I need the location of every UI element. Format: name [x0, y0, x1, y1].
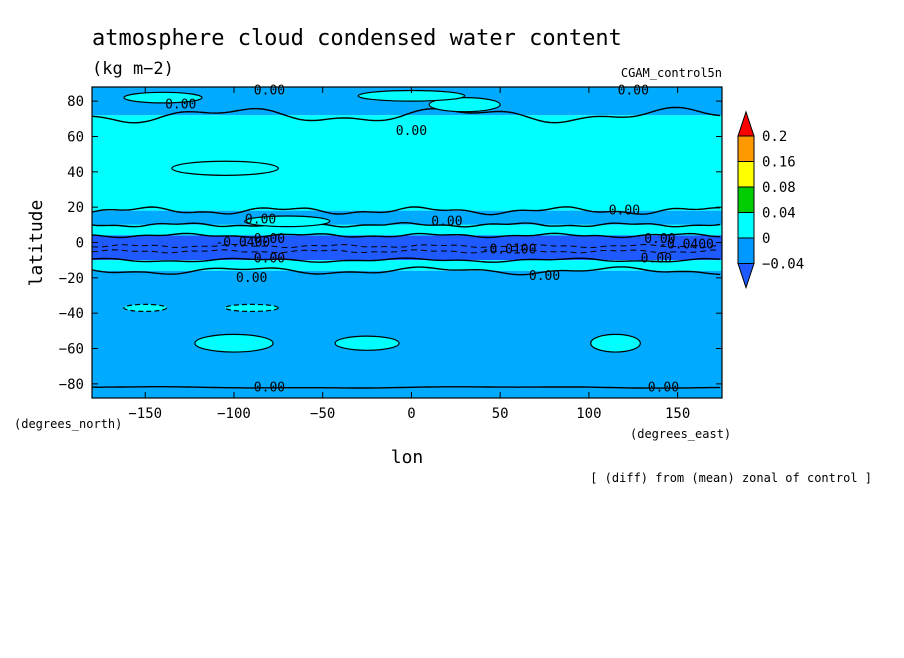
contour-dashed-0 — [91, 243, 721, 249]
contour-line-2 — [91, 221, 721, 228]
colorbar-segment-5 — [737, 237, 755, 264]
contour-label-13: 0.00 — [529, 269, 560, 284]
colorbar-label-3: 0.04 — [762, 206, 796, 222]
footer-note: [ (diff) from (mean) zonal of control ] — [590, 471, 872, 485]
contour-label-2: 0.00 — [396, 124, 427, 139]
y-tick-label-7: −60 — [59, 342, 84, 358]
contour-patch-3 — [590, 333, 641, 353]
colorbar-label-4: 0 — [762, 231, 770, 247]
colorbar-segment-3 — [737, 186, 755, 213]
colorbar-bottom-arrow — [737, 263, 755, 290]
y-tick-label-6: −40 — [59, 306, 84, 322]
x-units-label: (degrees_east) — [630, 427, 731, 441]
y-axis-ticks: 80 60 40 20 0 −20 −40 −60 −80 — [59, 94, 722, 393]
contour-label-12: 0.00 — [236, 271, 267, 286]
x-axis-ticks: −150 −100 −50 0 50 100 150 — [128, 87, 690, 422]
contour-line-3 — [91, 232, 721, 239]
y-tick-label-3: 20 — [67, 200, 84, 216]
x-tick-label-0: −150 — [128, 406, 162, 422]
x-tick-label-4: 50 — [492, 406, 509, 422]
contour-label-5: 0.00 — [609, 204, 640, 219]
contour-label-9: -0.0100 — [482, 243, 537, 258]
contour-label-14: 0.00 — [254, 380, 285, 395]
x-tick-label-2: −50 — [310, 406, 335, 422]
contour-line-4 — [91, 257, 721, 263]
contour-label-1: 0.00 — [165, 98, 196, 113]
y-tick-label-1: 60 — [67, 129, 84, 145]
contour-label-0: 0.00 — [254, 84, 285, 99]
zonal-band-5 — [92, 260, 722, 271]
colorbar-top-arrow — [737, 110, 755, 137]
chart-title: atmosphere cloud condensed water content — [92, 26, 622, 51]
colorbar-segment-1 — [737, 135, 755, 162]
x-tick-label-6: 150 — [665, 406, 690, 422]
contour-label-8: 0.00 — [254, 251, 285, 266]
contour-patch-1 — [244, 215, 331, 228]
contour-patch-5 — [334, 335, 400, 351]
run-label: CGAM_control5n — [621, 66, 722, 80]
contour-dashed-1 — [91, 249, 721, 254]
contour-patch-9 — [123, 303, 168, 313]
zonal-band-3 — [92, 224, 722, 236]
contour-patch-4 — [194, 333, 274, 353]
zonal-band-4 — [92, 235, 722, 261]
y-tick-label-2: 40 — [67, 165, 84, 181]
contour-patch-2 — [428, 97, 501, 113]
y-axis-label: latitude — [26, 200, 47, 287]
contour-label-11: 0.00 — [641, 251, 672, 266]
contour-label-15: 0.00 — [648, 380, 679, 395]
x-axis-label: lon — [391, 447, 424, 468]
x-tick-label-5: 100 — [576, 406, 601, 422]
y-tick-label-4: 0 — [76, 236, 84, 252]
y-tick-label-8: −80 — [59, 377, 84, 393]
contour-label-6: -0.0400 — [215, 236, 270, 251]
colorbar-label-0: 0.2 — [762, 129, 787, 145]
contour-line-1 — [91, 206, 721, 216]
y-units-label: (degrees_north) — [14, 417, 122, 431]
contour-patch-6 — [123, 91, 203, 104]
colorbar-label-5: −0.04 — [762, 257, 804, 273]
contour-line-6 — [92, 386, 721, 389]
x-tick-label-1: −100 — [217, 406, 251, 422]
y-tick-label-0: 80 — [67, 94, 84, 110]
chart-units: (kg m−2) — [92, 59, 174, 79]
contour-label-17: 0.00 — [644, 232, 675, 247]
contour-label-4: 0.00 — [431, 214, 462, 229]
contour-label-10: -0.0400 — [659, 237, 714, 252]
contour-patch-0 — [171, 160, 279, 176]
colorbar: 0.2 0.16 0.08 0.04 0 −0.04 — [737, 110, 804, 290]
x-tick-label-3: 0 — [407, 406, 415, 422]
colorbar-segment-4 — [737, 212, 755, 239]
colorbar-segment-2 — [737, 161, 755, 188]
contour-label-3: 0.00 — [245, 213, 276, 228]
colorbar-label-1: 0.16 — [762, 155, 796, 171]
zonal-band-6 — [92, 270, 722, 398]
contour-label-16: 0.00 — [618, 84, 649, 99]
contour-patch-8 — [224, 303, 279, 313]
y-tick-label-5: −20 — [59, 271, 84, 287]
contour-label-7: 0.00 — [254, 232, 285, 247]
contour-line-5 — [91, 266, 721, 276]
contour-line-0 — [91, 106, 721, 124]
contour-lines — [91, 89, 721, 389]
colorbar-label-2: 0.08 — [762, 180, 796, 196]
contour-labels: 0.000.000.000.00 0.000.00-0.04000.000.00-… — [165, 84, 714, 396]
